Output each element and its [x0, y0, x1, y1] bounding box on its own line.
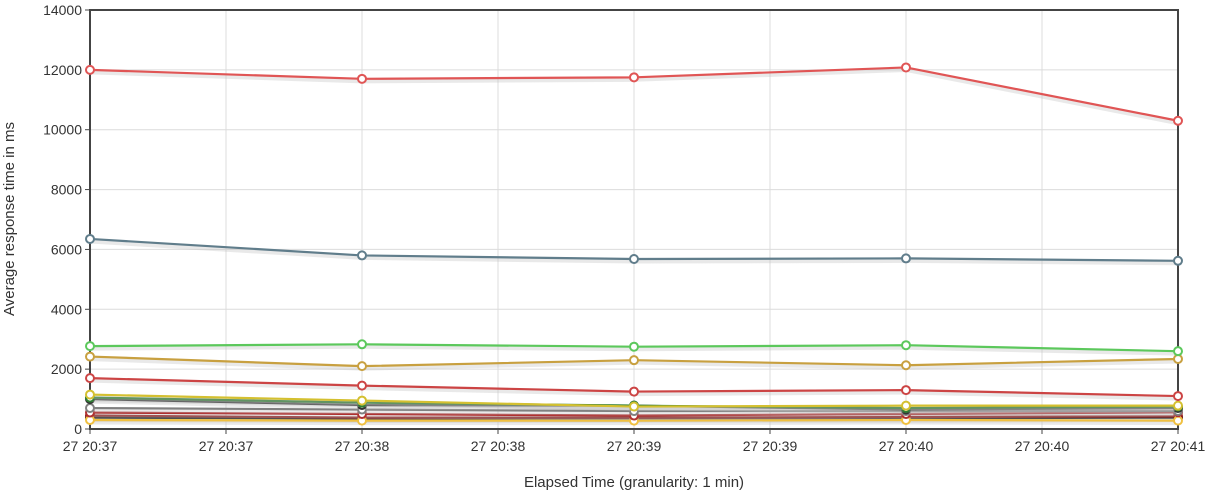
plot-area	[85, 62, 1183, 426]
data-point[interactable]	[1173, 255, 1183, 266]
x-tick-label: 27 20:40	[879, 438, 934, 454]
data-point[interactable]	[629, 386, 639, 397]
data-point[interactable]	[357, 395, 367, 406]
series	[85, 62, 1183, 126]
data-point[interactable]	[629, 401, 639, 412]
series	[85, 373, 1183, 402]
data-point[interactable]	[629, 254, 639, 265]
data-point[interactable]	[85, 64, 95, 75]
y-axis-title: Average response time in ms	[1, 122, 18, 316]
data-point[interactable]	[85, 233, 95, 244]
data-point[interactable]	[85, 373, 95, 384]
data-point[interactable]	[357, 361, 367, 372]
y-tick-label: 0	[74, 421, 82, 437]
data-point[interactable]	[901, 360, 911, 371]
x-tick-label: 27 20:41	[1151, 438, 1206, 454]
y-tick-label: 8000	[51, 182, 82, 198]
y-tick-label: 6000	[51, 241, 82, 257]
data-point[interactable]	[901, 385, 911, 396]
y-axis-ticks: 0 2000 4000 6000 8000 10000 12000 14000	[43, 2, 90, 437]
data-point[interactable]	[1173, 115, 1183, 126]
data-point[interactable]	[357, 339, 367, 350]
data-point[interactable]	[629, 355, 639, 366]
data-point[interactable]	[1173, 400, 1183, 411]
data-point[interactable]	[901, 400, 911, 411]
x-tick-label: 27 20:38	[471, 438, 526, 454]
data-point[interactable]	[629, 72, 639, 83]
y-tick-label: 14000	[43, 2, 82, 18]
data-point[interactable]	[1173, 391, 1183, 402]
data-point[interactable]	[85, 351, 95, 362]
data-point[interactable]	[85, 389, 95, 400]
x-tick-label: 27 20:39	[607, 438, 662, 454]
x-axis-title: Elapsed Time (granularity: 1 min)	[524, 474, 744, 491]
x-axis-ticks: 27 20:37 27 20:37 27 20:38 27 20:38 27 20:39…	[63, 429, 1206, 454]
x-tick-label: 27 20:40	[1015, 438, 1070, 454]
x-tick-label: 27 20:37	[199, 438, 254, 454]
data-point[interactable]	[357, 380, 367, 391]
series	[85, 415, 1183, 426]
data-point[interactable]	[357, 250, 367, 261]
x-tick-label: 27 20:39	[743, 438, 798, 454]
data-point[interactable]	[901, 62, 911, 73]
y-tick-label: 4000	[51, 301, 82, 317]
series	[85, 339, 1183, 357]
y-tick-label: 12000	[43, 62, 82, 78]
data-point[interactable]	[357, 73, 367, 84]
y-tick-label: 2000	[51, 361, 82, 377]
data-point[interactable]	[629, 341, 639, 352]
data-point[interactable]	[901, 253, 911, 264]
x-tick-label: 27 20:38	[335, 438, 390, 454]
data-point[interactable]	[901, 340, 911, 351]
data-point[interactable]	[1173, 415, 1183, 426]
data-point[interactable]	[85, 341, 95, 352]
data-point[interactable]	[85, 403, 95, 414]
series	[85, 233, 1183, 266]
data-point[interactable]	[1173, 346, 1183, 357]
x-tick-label: 27 20:37	[63, 438, 118, 454]
y-tick-label: 10000	[43, 122, 82, 138]
series	[85, 389, 1183, 412]
